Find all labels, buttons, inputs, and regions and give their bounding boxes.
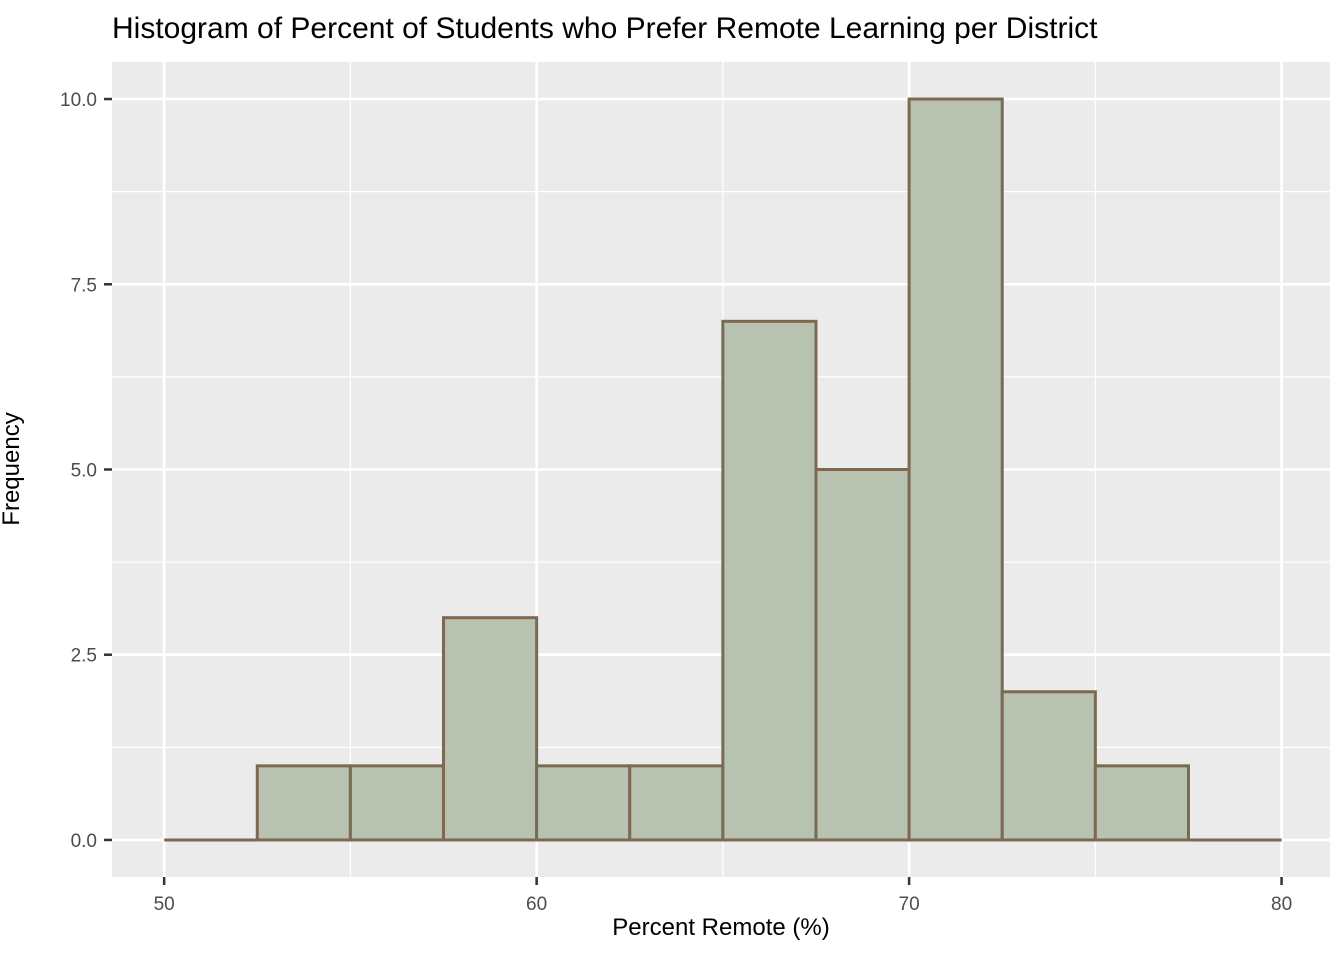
chart-title: Histogram of Percent of Students who Pre… (112, 12, 1098, 45)
histogram-bar (1093, 764, 1190, 842)
x-axis-title: Percent Remote (%) (612, 914, 830, 941)
x-axis-tick-label: 70 (899, 894, 920, 915)
histogram-bar (907, 97, 1004, 842)
y-axis-tick-label: 5.0 (71, 461, 97, 482)
y-axis-title: Frequency (0, 412, 25, 526)
histogram-bar (535, 764, 632, 842)
x-axis-tick-label: 50 (154, 894, 175, 915)
histogram-bar (348, 764, 446, 842)
x-axis-tick-label: 80 (1271, 894, 1292, 915)
y-axis-tick-label: 2.5 (71, 646, 97, 667)
histogram-bar (814, 468, 911, 842)
histogram-bar (442, 616, 539, 842)
histogram-bar (628, 764, 725, 842)
y-axis-tick-label: 0.0 (71, 831, 97, 852)
histogram-bar (255, 764, 352, 842)
histogram-bar (721, 319, 818, 842)
x-axis-tick-label: 60 (526, 894, 547, 915)
y-axis-tick-label: 10.0 (60, 90, 97, 111)
histogram-bar (1000, 690, 1097, 842)
y-axis-tick-label: 7.5 (71, 275, 97, 296)
